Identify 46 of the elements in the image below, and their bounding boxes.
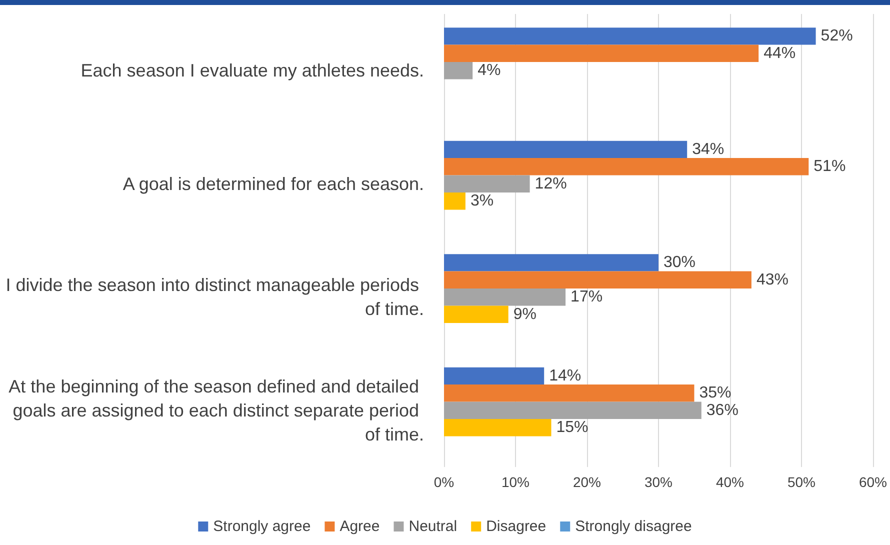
data-label: 17% (570, 288, 603, 306)
x-tick-label: 20% (572, 474, 602, 490)
legend-label: Strongly agree (213, 518, 311, 535)
data-label: 35% (699, 384, 732, 402)
bar (444, 271, 752, 289)
y-tick-label: A goal is determined for each season. (122, 174, 424, 194)
bar (444, 367, 544, 385)
bar (444, 28, 816, 45)
data-label: 30% (663, 254, 696, 272)
legend-label: Strongly disagree (575, 518, 692, 535)
x-tick-label: 0% (434, 474, 454, 490)
y-tick-label: Each season I evaluate my athletes needs. (80, 60, 424, 81)
bar (444, 418, 552, 436)
data-label: 9% (513, 306, 536, 323)
bar (444, 384, 694, 402)
data-label: 15% (556, 419, 588, 436)
bar (444, 44, 759, 62)
bar (444, 140, 688, 158)
data-label: 44% (764, 44, 796, 62)
bar (444, 62, 473, 80)
bar (444, 175, 530, 192)
bar (444, 192, 466, 210)
legend-label: Disagree (486, 518, 546, 535)
x-tick-label: 60% (858, 474, 888, 490)
y-tick-label: I divide the season into distinct manageable periods of time. (6, 275, 424, 320)
bar (444, 254, 658, 272)
data-label: 36% (706, 402, 738, 419)
x-tick-label: 50% (787, 474, 816, 490)
data-label: 12% (534, 175, 567, 192)
data-label: 34% (692, 140, 724, 158)
data-label: 3% (470, 192, 494, 210)
legend-label: Agree (340, 518, 380, 535)
bar (444, 288, 566, 306)
x-tick-label: 30% (644, 474, 673, 490)
legend-label: Neutral (408, 518, 458, 535)
x-tick-label: 10% (501, 474, 530, 490)
x-tick-label: 40% (716, 474, 744, 490)
data-label: 4% (478, 62, 501, 80)
bar (444, 402, 702, 419)
data-label: 43% (756, 271, 788, 288)
data-label: 51% (814, 158, 846, 176)
data-label: 14% (549, 367, 582, 384)
data-label: 52% (820, 28, 853, 45)
bar (444, 306, 508, 323)
y-tick-label: At the beginning of the season defined and detailed goals are assigned to each distinct separate period of time. (8, 376, 424, 444)
bar (444, 158, 809, 176)
